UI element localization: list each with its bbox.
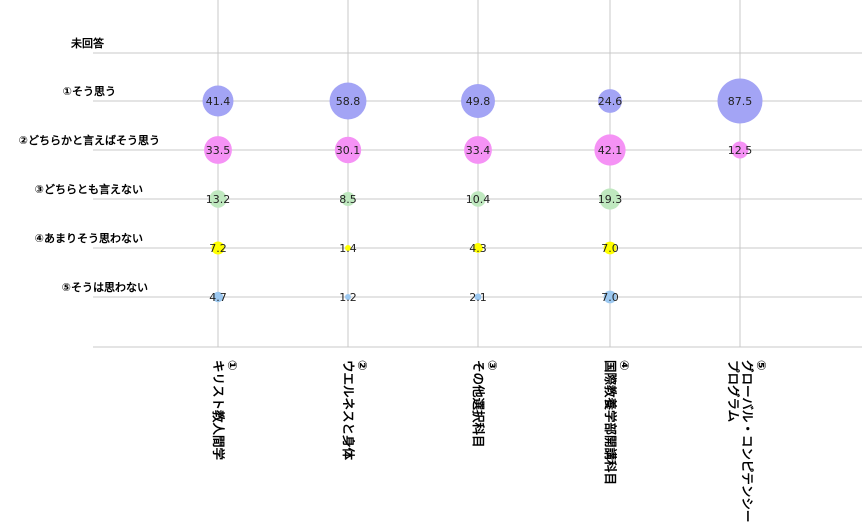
- bubble-value-label: 87.5: [728, 95, 753, 108]
- bubble: [204, 136, 232, 164]
- category-label: 国際教養学部開講科目: [603, 360, 618, 485]
- bubble-value-label: 2.1: [469, 291, 487, 304]
- bubble: [464, 136, 492, 164]
- bubble-value-label: 7.2: [209, 242, 227, 255]
- row-label: ①そう思う: [63, 85, 116, 98]
- category-label: ウエルネスと身体: [341, 360, 356, 461]
- bubble-value-label: 7.0: [601, 291, 619, 304]
- bubble-value-label: 19.3: [598, 193, 623, 206]
- bubble: [474, 293, 482, 301]
- bubble: [473, 243, 483, 253]
- bubble: [603, 290, 617, 304]
- bubble-value-label: 7.0: [601, 242, 619, 255]
- bubble-value-label: 42.1: [598, 144, 623, 157]
- bubble-value-label: 58.8: [336, 95, 361, 108]
- row-label: ⑤そうは思わない: [62, 281, 148, 294]
- bubble: [598, 89, 622, 113]
- bubble: [334, 136, 362, 164]
- bubble: [461, 84, 495, 118]
- bubble-value-label: 10.4: [466, 193, 491, 206]
- bubble-value-label: 8.5: [339, 193, 357, 206]
- category-label: ③: [485, 360, 500, 371]
- category-label: その他選択科目: [471, 360, 486, 448]
- bubble: [329, 82, 367, 120]
- bubble: [212, 291, 224, 303]
- category-label: ④: [617, 360, 632, 371]
- bubble-value-label: 33.5: [206, 144, 231, 157]
- bubble-value-label: 33.4: [466, 144, 491, 157]
- bubble-value-label: 30.1: [336, 144, 361, 157]
- bubble: [731, 141, 749, 159]
- bubble-value-label: 12.5: [728, 144, 753, 157]
- bubble: [345, 245, 351, 251]
- bubble-value-label: 4.3: [469, 242, 487, 255]
- bubble: [211, 241, 225, 255]
- bubble-value-label: 41.4: [206, 95, 231, 108]
- bubble-value-label: 24.6: [598, 95, 623, 108]
- category-label: グローバル・コンピテンシー・: [740, 360, 755, 526]
- bubble: [209, 190, 227, 208]
- bubble: [202, 85, 234, 117]
- row-label: ②どちらかと言えばそう思う: [19, 133, 160, 147]
- bubble: [594, 134, 626, 166]
- row-label: ③どちらとも言えない: [35, 182, 143, 196]
- bubble: [717, 78, 763, 124]
- category-label: ②: [355, 360, 370, 371]
- bubble: [340, 191, 356, 207]
- bubble: [603, 241, 617, 255]
- bubble: [470, 191, 486, 207]
- bubble-value-label: 49.8: [466, 95, 491, 108]
- category-label: ①: [225, 360, 240, 371]
- row-label: 未回答: [70, 36, 105, 50]
- category-label: ⑤: [754, 360, 769, 371]
- bubble: [599, 188, 621, 210]
- bubble-value-label: 1.2: [339, 291, 357, 304]
- bubble-value-label: 4.7: [209, 291, 227, 304]
- category-label: キリスト教人間学: [211, 360, 226, 461]
- bubble: [345, 294, 351, 300]
- bubble-value-label: 13.2: [206, 193, 231, 206]
- category-label: プログラム: [726, 360, 741, 423]
- row-label: ④あまりそう思わない: [35, 232, 143, 245]
- bubble-value-label: 1.4: [339, 242, 357, 255]
